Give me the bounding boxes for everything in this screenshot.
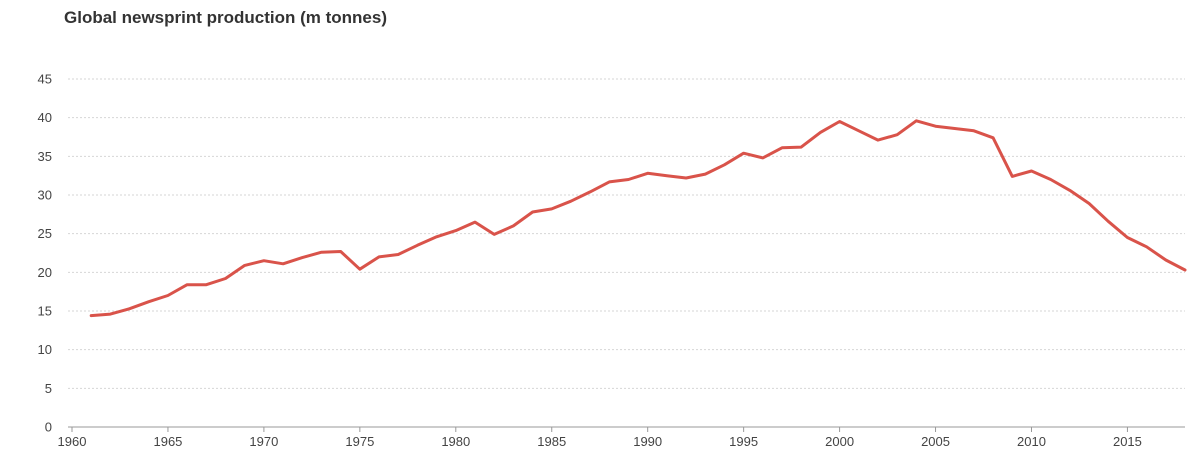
- x-tick-label: 1975: [345, 434, 374, 449]
- data-point: [915, 119, 918, 122]
- data-point: [896, 133, 899, 136]
- data-point: [262, 259, 265, 262]
- data-point: [876, 139, 879, 142]
- data-point: [685, 176, 688, 179]
- data-point: [1030, 170, 1033, 173]
- data-point: [378, 255, 381, 258]
- data-point: [128, 307, 131, 310]
- data-point: [473, 221, 476, 224]
- x-tick-label: 1990: [633, 434, 662, 449]
- y-tick-label: 10: [38, 342, 52, 357]
- data-point: [1088, 202, 1091, 205]
- y-tick-label: 35: [38, 149, 52, 164]
- data-point: [358, 268, 361, 271]
- x-tick-label: 1995: [729, 434, 758, 449]
- data-point: [1011, 175, 1014, 178]
- x-tick-label: 2015: [1113, 434, 1142, 449]
- data-point: [320, 251, 323, 254]
- x-tick-label: 1960: [58, 434, 87, 449]
- chart-title: Global newsprint production (m tonnes): [64, 8, 387, 27]
- data-point: [1107, 220, 1110, 223]
- y-tick-label: 45: [38, 72, 52, 87]
- data-point: [416, 244, 419, 247]
- data-point: [282, 262, 285, 265]
- x-tick-label: 1985: [537, 434, 566, 449]
- data-point: [512, 224, 515, 227]
- data-point: [972, 129, 975, 132]
- series-layer: [89, 119, 1187, 318]
- data-point: [186, 283, 189, 286]
- data-point: [397, 253, 400, 256]
- data-point: [704, 173, 707, 176]
- data-point: [1164, 258, 1167, 261]
- data-point: [819, 131, 822, 134]
- data-point: [1145, 245, 1148, 248]
- data-point: [723, 163, 726, 166]
- data-point: [531, 211, 534, 214]
- y-tick-label: 25: [38, 226, 52, 241]
- data-point: [800, 146, 803, 149]
- data-point: [646, 172, 649, 175]
- y-tick-label: 20: [38, 265, 52, 280]
- data-point: [569, 200, 572, 203]
- x-tick-label: 2000: [825, 434, 854, 449]
- data-point: [166, 294, 169, 297]
- data-point: [147, 300, 150, 303]
- y-tick-label: 30: [38, 188, 52, 203]
- data-point: [90, 314, 93, 317]
- data-point: [224, 277, 227, 280]
- data-point: [243, 264, 246, 267]
- data-point: [493, 233, 496, 236]
- y-tick-label: 15: [38, 304, 52, 319]
- data-point: [781, 146, 784, 149]
- data-point: [589, 190, 592, 193]
- data-point: [1049, 178, 1052, 181]
- data-point: [454, 229, 457, 232]
- data-point: [608, 180, 611, 183]
- data-point: [205, 283, 208, 286]
- x-tick-labels: 1960 1965 1970 1975 1980 1985 1990 1995 2000 2005…: [58, 434, 1142, 449]
- data-point: [1068, 189, 1071, 192]
- data-point: [339, 250, 342, 253]
- data-point: [627, 178, 630, 181]
- series-line: [89, 119, 1187, 318]
- data-point: [857, 129, 860, 132]
- data-point: [953, 127, 956, 130]
- data-point: [934, 125, 937, 128]
- axes: [68, 426, 1185, 432]
- y-tick-label: 40: [38, 110, 52, 125]
- y-tick-label: 5: [45, 381, 52, 396]
- data-point: [761, 156, 764, 159]
- x-tick-label: 1965: [153, 434, 182, 449]
- x-tick-label: 2005: [921, 434, 950, 449]
- data-point: [550, 207, 553, 210]
- data-point: [109, 313, 112, 316]
- x-tick-label: 1970: [249, 434, 278, 449]
- data-point: [838, 120, 841, 123]
- data-point: [1126, 236, 1129, 239]
- x-tick-label: 2010: [1017, 434, 1046, 449]
- data-point: [301, 256, 304, 259]
- data-point: [992, 136, 995, 139]
- x-tick-label: 1980: [441, 434, 470, 449]
- gridlines: [68, 78, 1185, 389]
- y-tick-label: 0: [45, 420, 52, 435]
- y-tick-labels: 0 5 10 15 20 25 30 35 40 45: [38, 72, 52, 435]
- data-point: [742, 152, 745, 155]
- data-point: [435, 235, 438, 238]
- data-point: [1184, 269, 1187, 272]
- data-point: [665, 174, 668, 177]
